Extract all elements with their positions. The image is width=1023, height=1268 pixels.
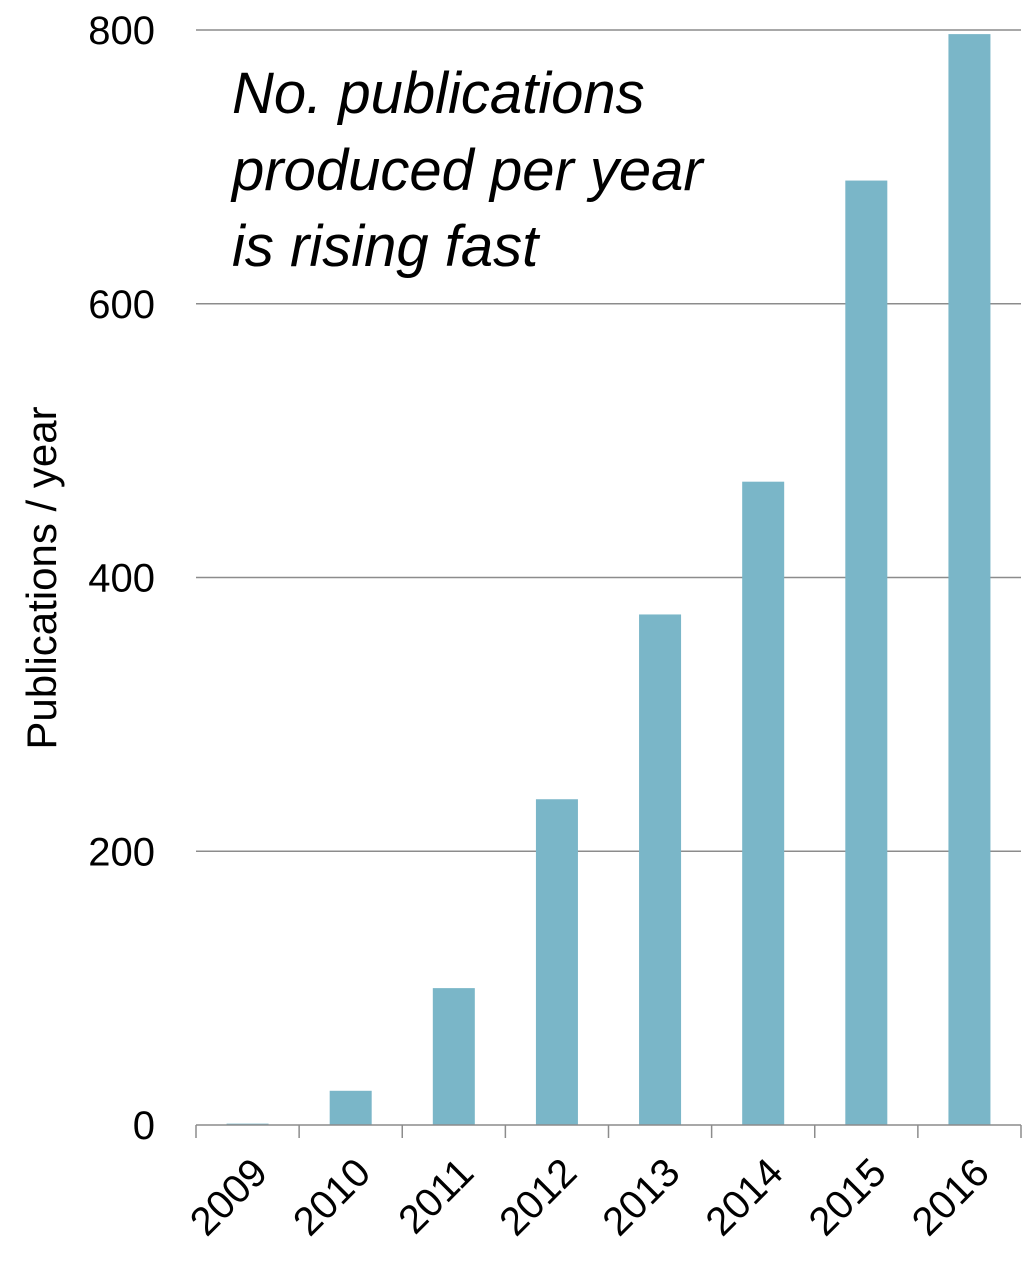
bar-2014 (742, 481, 785, 1125)
annotation-line-1: No. publications (232, 61, 645, 126)
x-tick-label: 2015 (801, 1150, 895, 1244)
y-tick-label: 800 (88, 9, 155, 53)
x-tick-label: 2011 (390, 1150, 482, 1242)
y-tick-label: 0 (133, 1104, 155, 1148)
bar-2011 (432, 988, 475, 1125)
bars (226, 34, 991, 1126)
x-tick-labels: 2009 2010 2011 2012 2013 2014 2015 2016 (182, 1150, 998, 1244)
bar-2015 (845, 180, 888, 1125)
x-tick-label: 2014 (698, 1150, 792, 1244)
annotation-line-2: produced per year (230, 138, 705, 203)
y-tick-labels: 0 200 400 600 800 (88, 9, 155, 1148)
y-tick-label: 600 (88, 283, 155, 327)
bar-2013 (639, 614, 682, 1125)
y-tick-label: 200 (88, 830, 155, 874)
bar-2010 (329, 1090, 372, 1125)
x-tick-label: 2010 (285, 1150, 379, 1244)
x-tick-label: 2012 (491, 1150, 585, 1244)
annotation-line-3: is rising fast (232, 214, 541, 279)
x-tick-label: 2016 (904, 1150, 998, 1244)
bar-2016 (948, 34, 991, 1126)
bar-2012 (535, 799, 578, 1125)
x-tick-label: 2009 (182, 1150, 276, 1244)
x-tick-label: 2013 (594, 1150, 688, 1244)
y-axis-title: Publications / year (18, 406, 65, 749)
y-tick-label: 400 (88, 557, 155, 601)
x-axis (195, 1124, 1022, 1138)
